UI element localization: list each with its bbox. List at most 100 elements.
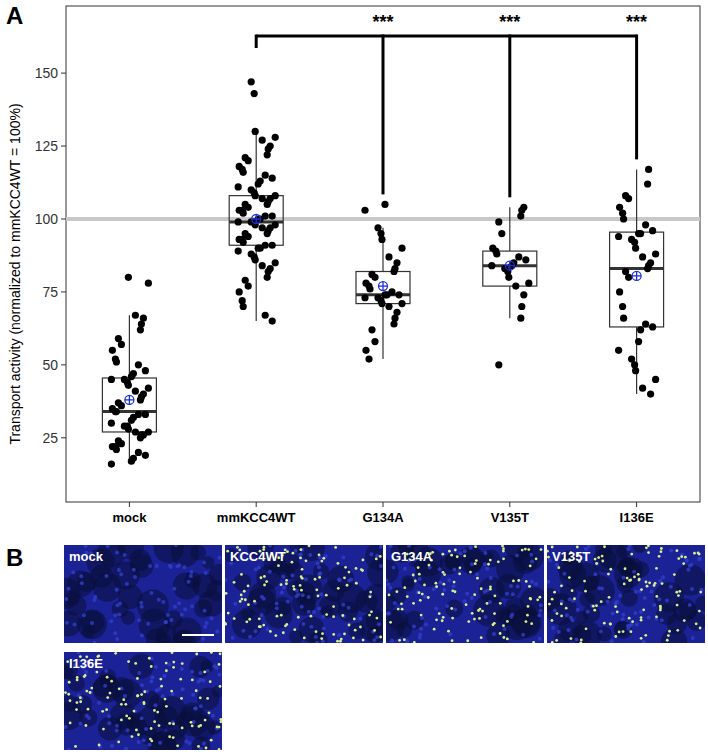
nucleus	[189, 570, 193, 574]
x-tick-label: G134A	[362, 510, 404, 525]
signal-dot	[315, 630, 318, 633]
nucleus	[300, 605, 304, 609]
signal-dot	[297, 616, 300, 619]
image-label: I136E	[69, 656, 103, 671]
signal-dot	[343, 633, 346, 636]
data-point	[108, 420, 115, 427]
signal-dot	[680, 555, 683, 558]
data-point	[262, 212, 269, 219]
nucleus	[470, 596, 474, 600]
signal-dot	[260, 576, 263, 579]
nucleus	[71, 571, 75, 575]
signal-dot	[388, 594, 391, 597]
micrograph: G134A	[374, 531, 549, 647]
nucleus	[610, 639, 614, 643]
signal-dot	[540, 548, 543, 551]
reference-line	[66, 217, 700, 221]
signal-dot	[442, 583, 445, 586]
data-point	[115, 437, 122, 444]
signal-dot	[398, 639, 401, 642]
signal-dot	[317, 595, 320, 598]
signal-dot	[165, 669, 168, 672]
signal-dot	[553, 591, 556, 594]
signal-dot	[370, 610, 373, 613]
data-point	[135, 411, 142, 418]
nucleus	[424, 623, 428, 627]
signal-dot	[321, 632, 324, 635]
nucleus	[124, 747, 128, 750]
data-point	[132, 312, 139, 319]
data-point	[652, 376, 659, 383]
signal-dot	[219, 685, 222, 688]
data-point	[262, 312, 269, 319]
nucleus	[475, 572, 479, 576]
nucleus	[698, 557, 702, 561]
signal-dot	[475, 559, 478, 562]
signal-dot	[592, 605, 595, 608]
signal-dot	[277, 564, 280, 567]
nucleus	[586, 610, 590, 614]
signal-dot	[83, 675, 86, 678]
signal-dot	[451, 617, 454, 620]
y-tick-label: 125	[35, 138, 59, 154]
data-point	[515, 253, 522, 260]
signal-dot	[676, 549, 679, 552]
signal-dot	[368, 614, 371, 617]
signal-dot	[412, 574, 415, 577]
whisker-lower	[636, 327, 637, 394]
nucleus	[622, 576, 626, 580]
signal-dot	[218, 663, 221, 666]
signal-dot	[481, 610, 484, 613]
signal-dot	[247, 585, 250, 588]
data-point	[269, 242, 276, 249]
data-point	[615, 347, 622, 354]
nucleus	[210, 616, 214, 620]
nucleus	[203, 609, 207, 613]
signal-dot	[624, 567, 627, 570]
data-point	[242, 277, 249, 284]
nucleus	[565, 613, 569, 617]
signal-dot	[205, 747, 208, 750]
signal-dot	[467, 620, 470, 623]
y-tick	[61, 146, 66, 147]
data-point	[252, 128, 259, 135]
signal-dot	[301, 568, 304, 571]
data-point	[108, 460, 115, 467]
signal-dot	[263, 584, 266, 587]
signal-dot	[441, 593, 444, 596]
data-point	[115, 335, 122, 342]
signal-dot	[226, 550, 229, 553]
signal-dot	[199, 696, 202, 699]
nucleus	[117, 613, 121, 617]
nucleus	[321, 615, 325, 619]
data-point	[269, 175, 276, 182]
image-label: KCC4WT	[230, 549, 286, 564]
signal-dot	[204, 719, 207, 722]
nucleus	[164, 620, 168, 624]
nucleus	[688, 603, 692, 607]
nucleus	[115, 551, 119, 555]
signal-dot	[477, 609, 480, 612]
signal-dot	[359, 626, 362, 629]
signal-dot	[557, 566, 560, 569]
nucleus	[119, 572, 123, 576]
data-point	[251, 90, 258, 97]
signal-dot	[497, 560, 500, 563]
data-point	[109, 443, 116, 450]
signal-dot	[448, 550, 451, 553]
nucleus	[638, 589, 642, 593]
mean-cross	[256, 214, 257, 223]
nucleus	[301, 622, 305, 626]
data-point	[130, 455, 137, 462]
data-point	[242, 154, 249, 161]
data-point	[142, 411, 149, 418]
dark-patch	[154, 545, 184, 563]
nucleus	[137, 740, 141, 744]
signal-dot	[608, 596, 611, 599]
median	[610, 267, 664, 270]
nucleus	[115, 588, 119, 592]
signal-dot	[603, 622, 606, 625]
micrograph: KCC4WT	[223, 533, 397, 649]
nucleus	[190, 670, 194, 674]
signal-dot	[660, 547, 663, 550]
